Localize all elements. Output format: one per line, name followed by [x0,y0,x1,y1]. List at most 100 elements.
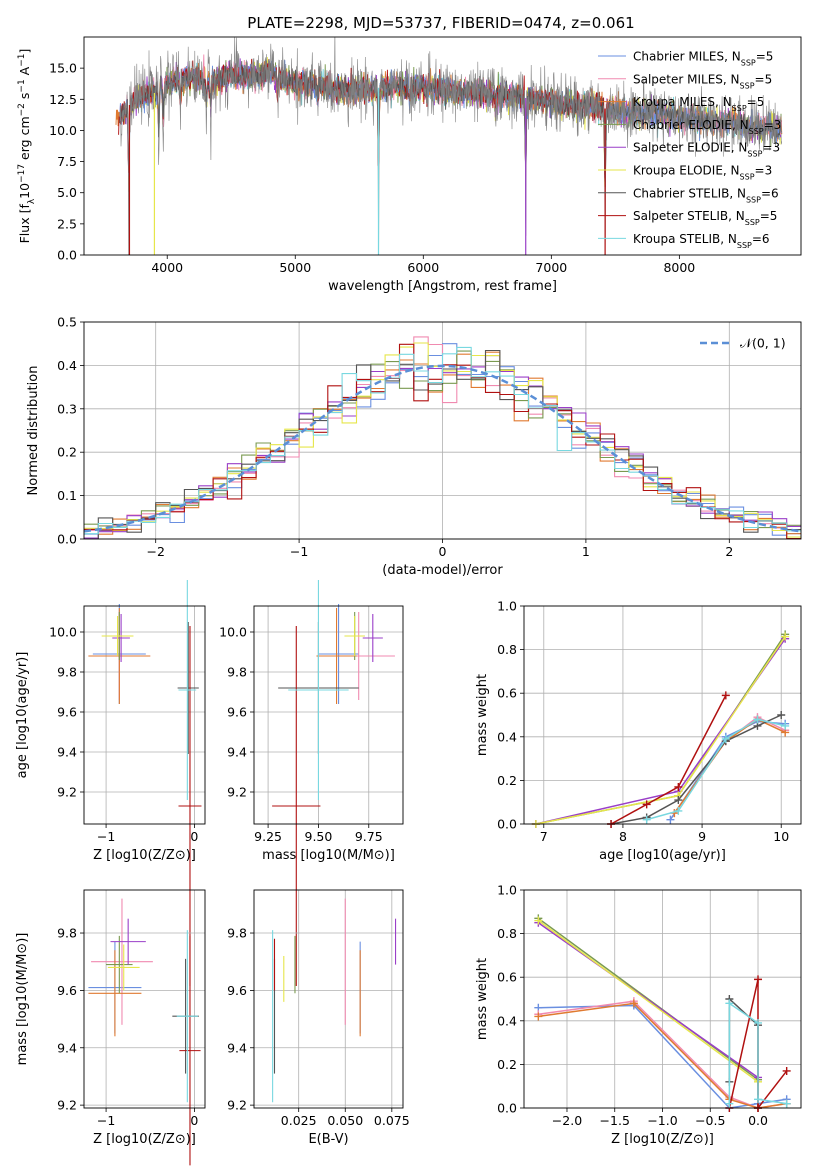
y-tick-label: 0.8 [497,926,517,941]
x-tick-label: 9 [698,829,706,844]
y-label-part: 10 [17,183,32,199]
legend-text: Kroupa MILES, N [633,95,732,109]
data-spectrum-line [119,37,782,255]
y-tick-label: 9.4 [227,1040,247,1055]
y-tick-label: 0.8 [497,642,517,657]
x-tick-label: 6000 [407,260,439,275]
y-tick-label: 7.5 [57,154,77,169]
y-tick-label: 0.4 [497,729,517,744]
x-tick-label: 8000 [663,260,695,275]
y-tick-label: 9.6 [227,983,247,998]
plus-marker [782,1066,791,1075]
x-tick-label: 0 [190,829,198,844]
plus-marker [642,800,651,809]
y-tick-label: 0.6 [497,686,517,701]
y-tick-label: 0.0 [57,248,77,263]
legend-text: Chabrier MILES, N [633,50,741,64]
legend-label: Salpeter ELODIE, NSSP=3 [633,141,780,159]
spectrum-y-label: Flux [fλ10−17 erg cm−2 s−1 A−1] [17,49,37,244]
x-tick-label: 1 [582,544,590,559]
x-tick-label: −1 [97,829,115,844]
panels-group: 4000 5000 6000 7000 80000.02.55.07.510.012.5… [15,36,802,1166]
y-tick-label: 9.2 [227,1098,247,1113]
y-tick-label: 9.4 [227,745,247,760]
weight-vs-age-y-label: mass weight [475,674,490,756]
age-vs-mass-panel: 9.25 9.50 9.75 9.2 9.4 9.6 9.8 10.0 mass [log10(… [219,580,404,986]
plus-marker [721,691,730,700]
plus-marker [725,999,734,1008]
weight-vs-z-y-label: mass weight [475,958,490,1040]
x-tick-label: 0 [439,544,447,559]
plus-marker [674,796,683,805]
y-tick-label: 0.6 [497,970,517,985]
plus-marker [782,1099,791,1108]
y-label-part: s [17,93,32,104]
mass-weight-line [537,919,759,1083]
weight-vs-age-x-label: age [log10(age/yr)] [599,848,726,863]
legend-tail: =3 [762,141,780,155]
mass-weight-line [673,716,786,814]
plot-frame [83,889,206,1109]
spectrum-plot-area [115,37,783,255]
mass-weight-line [537,917,759,1081]
legend-label: Kroupa MILES, NSSP=5 [633,95,764,113]
x-tick-label: 9.25 [254,829,282,844]
plus-marker [781,632,790,641]
y-tick-label: 0.0 [57,532,77,547]
y-tick-label: 12.5 [49,92,77,107]
y-tick-label: 1.0 [497,883,517,898]
plus-marker [534,1012,543,1021]
legend-tail: =6 [761,186,779,200]
y-tick-label: 0.1 [57,488,77,503]
age-vs-z-x-label: Z [log10(Z/Z⊙)] [93,848,196,863]
residual-x-label: (data-model)/error [382,563,503,578]
mass-vs-z-panel: −1 0 9.2 9.4 9.6 9.8 Z [log10(Z/Z⊙)] mass [log1… [15,889,206,1166]
y-tick-label: 0.5 [57,315,77,330]
age-vs-mass-x-label: mass [log10(M/M⊙)] [262,848,395,863]
legend-sub: SSP [747,149,762,158]
x-tick-label: −1.0 [647,1113,677,1128]
legend-label: Salpeter MILES, NSSP=5 [633,72,772,90]
mass-vs-ebv-panel: 0.025 0.050 0.075 9.2 9.4 9.6 9.8 E(B-V) [227,889,410,1147]
residual-panel: −2 −1 0 1 2 0.0 0.1 0.2 0.3 0.4 0.5 (data-model)/er… [26,315,802,578]
y-label-part: erg cm [17,116,32,164]
legend-label: Kroupa ELODIE, NSSP=3 [633,164,772,182]
x-tick-label: 10 [773,829,789,844]
legend-text: Chabrier STELIB, N [633,186,746,200]
legend-label: 𝒩(0, 1) [740,336,786,351]
legend-label: Salpeter STELIB, NSSP=5 [633,209,777,227]
legend-sub: SSP [740,172,755,181]
y-tick-label: 9.8 [227,926,247,941]
x-tick-label: −2 [146,544,164,559]
y-label-part: −1 [17,79,27,92]
x-tick-label: 8 [619,829,627,844]
plus-marker [754,1095,763,1104]
legend-tail: =6 [752,232,770,246]
legend-tail: =3 [764,118,782,132]
figure-title: PLATE=2298, MJD=53737, FIBERID=0474, z=0… [247,14,634,32]
mass-weight-line [610,695,727,825]
y-tick-label: 2.5 [57,216,77,231]
residual-plot-area [84,336,801,539]
legend-text: Kroupa STELIB, N [633,232,737,246]
legend-label: Chabrier ELODIE, NSSP=3 [633,118,781,136]
legend-label: Kroupa STELIB, NSSP=6 [633,232,770,250]
x-tick-label: 4000 [151,260,183,275]
y-tick-label: 9.2 [227,785,247,800]
legend-sub: SSP [746,195,761,204]
y-tick-label: 9.4 [57,1040,77,1055]
y-tick-label: 5.0 [57,185,77,200]
y-tick-label: 9.4 [57,745,77,760]
y-tick-label: 0.2 [497,1057,517,1072]
x-tick-label: 9.75 [355,829,383,844]
legend-text: Chabrier ELODIE, N [633,118,749,132]
plot-frame [523,605,802,825]
plus-marker [781,721,790,730]
y-label-part: ] [17,49,32,54]
legend-text: Salpeter MILES, N [633,72,740,86]
x-tick-label: −2.0 [552,1113,582,1128]
plus-marker [754,975,763,984]
y-tick-label: 0.3 [57,401,77,416]
x-tick-label: 9.50 [305,829,333,844]
y-tick-label: 9.6 [57,705,77,720]
